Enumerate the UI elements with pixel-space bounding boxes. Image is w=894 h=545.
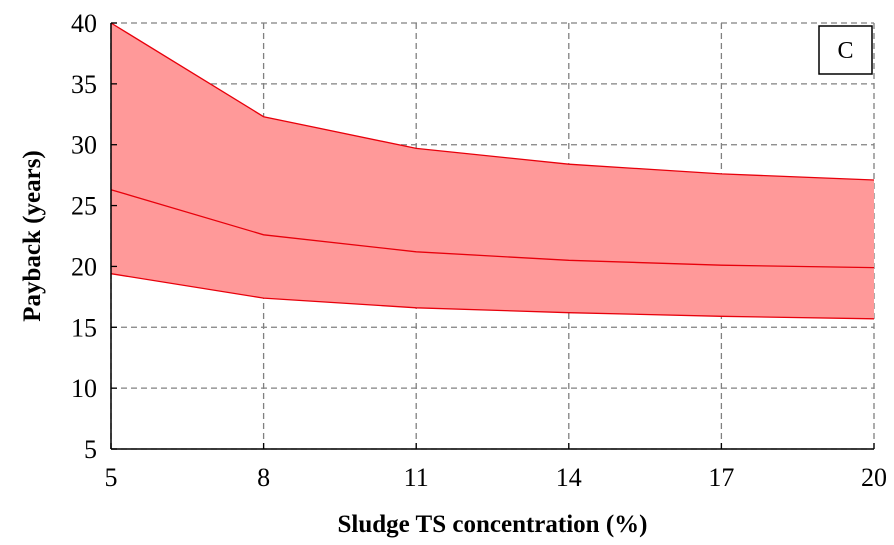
lower-bound-line [110,273,875,320]
x-tick-labels: 5 8 11 14 17 20 [105,463,888,492]
x-tick-label: 20 [861,463,887,492]
panel-label: C [837,38,853,64]
upper-bound-line [110,22,875,181]
axes [110,22,875,450]
panel-label-box [818,25,873,75]
x-axis-title: Sludge TS concentration (%) [338,511,648,538]
x-tick-label: 14 [556,463,582,492]
x-tick-label: 11 [404,463,429,492]
y-tick-label: 10 [71,374,97,403]
payback-range-band [111,23,874,319]
median-line [110,189,875,269]
x-tick-label: 5 [105,463,118,492]
y-axis-title: Payback (years) [19,150,46,322]
y-tick-label: 35 [71,70,97,99]
y-tick-labels: 5 10 15 20 25 30 35 40 [71,9,97,464]
y-tick-label: 5 [84,435,97,464]
y-tick-label: 20 [71,252,97,281]
y-tick-label: 30 [71,131,97,160]
y-tick-label: 25 [71,192,97,221]
x-tick-label: 17 [708,463,734,492]
y-tick-label: 15 [71,313,97,342]
y-tick-label: 40 [71,9,97,38]
x-tick-label: 8 [257,463,270,492]
